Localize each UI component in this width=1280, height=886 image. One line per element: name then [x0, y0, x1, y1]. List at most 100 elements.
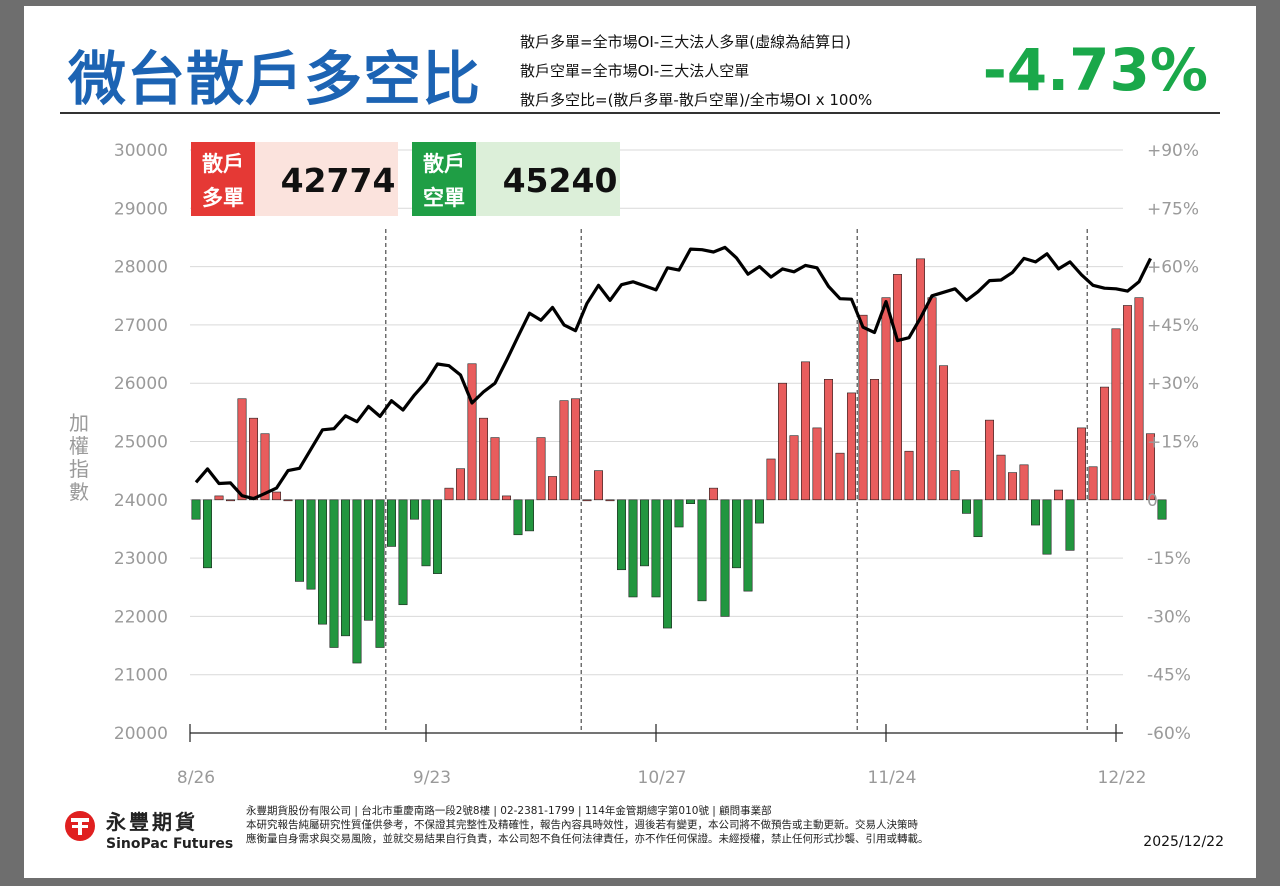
- y-axis-label-char: 指: [69, 457, 89, 481]
- position-boxes: 散戶 多單 42774 散戶 空單 45240: [191, 142, 620, 216]
- company-info: 永豐期貨股份有限公司 | 台北市重慶南路一段2號8樓 | 02-2381-179…: [246, 805, 772, 817]
- ratio-bar: [766, 458, 776, 501]
- ratio-bar: [777, 382, 787, 501]
- page-title: 微台散戶多空比: [68, 45, 482, 113]
- ratio-bar: [708, 487, 718, 501]
- ratio-bar: [1100, 386, 1110, 501]
- ratio-bar: [559, 400, 569, 501]
- ratio-bar: [1111, 328, 1121, 501]
- ratio-bar: [823, 379, 833, 501]
- ratio-bar: [363, 499, 373, 621]
- ratio-bar: [1007, 472, 1017, 501]
- ratio-bar: [927, 297, 937, 501]
- ratio-bar: [1031, 499, 1041, 526]
- long-label-line2: 多單: [202, 186, 244, 210]
- ratio-bar: [731, 499, 741, 569]
- y-tick-label: 25000: [114, 433, 168, 453]
- ratio-bar: [1065, 499, 1075, 551]
- ratio-bar: [306, 499, 316, 590]
- ratio-bar: [455, 468, 465, 501]
- ratio-bar: [800, 361, 810, 501]
- ratio-bar: [674, 499, 684, 528]
- ratio-bar: [329, 499, 339, 648]
- y-tick-labels: 20000 21000 22000 23000 24000 25000 26000 27000…: [114, 141, 168, 744]
- definitions: 散戶多單=全市場OI-三大法人多單(虛線為結算日) 散戶空單=全市場OI-三大法…: [520, 28, 872, 115]
- y-tick-label: 23000: [114, 549, 168, 569]
- y2-tick-label: +60%: [1147, 258, 1199, 278]
- ratio-bar: [697, 499, 707, 602]
- ratio-bar: [639, 499, 649, 567]
- ratio-bars: [191, 258, 1167, 664]
- y-tick-label: 20000: [114, 724, 168, 744]
- ratio-bar: [570, 398, 580, 501]
- ratio-bar: [375, 499, 385, 648]
- y-axis-label-char: 加: [69, 411, 89, 435]
- ratio-bar: [593, 470, 603, 501]
- ratio-bar: [191, 499, 201, 520]
- y-tick-label: 21000: [114, 666, 168, 686]
- ratio-bar: [1146, 433, 1156, 501]
- definition-long: 散戶多單=全市場OI-三大法人多單(虛線為結算日): [520, 33, 851, 51]
- short-value: 45240: [503, 161, 618, 200]
- ratio-bar: [662, 499, 672, 629]
- x-tick-label: 8/26: [177, 768, 215, 788]
- y2-tick-label: +15%: [1147, 433, 1199, 453]
- disclaimer: 永豐期貨股份有限公司 | 台北市重慶南路一段2號8樓 | 02-2381-179…: [246, 804, 1106, 846]
- ratio-bar: [812, 427, 822, 501]
- ratio-bar: [651, 499, 661, 598]
- x-tick-label: 12/22: [1098, 768, 1147, 788]
- ratio-bar: [996, 454, 1006, 501]
- ratio-bar: [271, 491, 281, 501]
- short-label-line2: 空單: [423, 186, 465, 210]
- short-value-box: [476, 142, 620, 216]
- ratio-bar: [226, 499, 236, 502]
- y-axis-label-char: 權: [69, 434, 89, 458]
- y-tick-label: 26000: [114, 374, 168, 394]
- x-tick-labels: 8/26 9/23 10/27 11/24 12/22: [177, 768, 1147, 788]
- report-date: 2025/12/22: [1143, 834, 1224, 850]
- y2-tick-label: +75%: [1147, 199, 1199, 219]
- disclaimer-line-1: 本研究報告純屬研究性質僅供參考，不保證其完整性及精確性，報告內容具時效性，週後若…: [246, 819, 918, 831]
- ratio-bar: [1157, 499, 1167, 520]
- ratio-bar: [892, 274, 902, 501]
- y-tick-label: 29000: [114, 199, 168, 219]
- footer: 永豐期貨 SinoPac Futures 永豐期貨股份有限公司 | 台北市重慶南…: [64, 802, 1224, 862]
- header-divider: [60, 112, 1220, 114]
- y-tick-label: 22000: [114, 607, 168, 627]
- ratio-bar: [961, 499, 971, 514]
- y2-tick-label: -60%: [1147, 724, 1191, 744]
- y-tick-label: 24000: [114, 491, 168, 511]
- ratio-bar: [444, 487, 454, 501]
- ratio-bar: [858, 314, 868, 501]
- ratio-bar: [582, 499, 592, 502]
- y2-tick-label: 0: [1147, 491, 1158, 511]
- long-label-box: [191, 142, 255, 216]
- ratio-bar: [628, 499, 638, 598]
- ratio-bar: [743, 499, 753, 592]
- x-tick-label: 11/24: [868, 768, 917, 788]
- ratio-bar: [1042, 499, 1052, 555]
- y-tick-label: 30000: [114, 141, 168, 161]
- ratio-bar: [513, 499, 523, 536]
- short-label-line1: 散戶: [423, 152, 465, 176]
- definition-short: 散戶空單=全市場OI-三大法人空單: [520, 62, 750, 80]
- ratio-bar: [938, 365, 948, 501]
- ratio-bar: [409, 499, 419, 520]
- disclaimer-line-2: 應衡量自身需求與交易風險，並就交易結果自行負責，本公司恕不負任何法律責任，亦不作…: [246, 833, 929, 845]
- ratio-bar: [973, 499, 983, 538]
- long-label-line1: 散戶: [202, 152, 244, 176]
- ratio-bar: [214, 495, 224, 501]
- ratio-bar: [249, 417, 259, 501]
- ratio-bar: [536, 437, 546, 501]
- y-tick-label: 27000: [114, 316, 168, 336]
- definition-ratio: 散戶多空比=(散戶多單-散戶空單)/全市場OI x 100%: [520, 91, 873, 109]
- ratio-bar: [386, 499, 396, 547]
- ratio-bar: [421, 499, 431, 567]
- ratio-bar: [616, 499, 626, 571]
- ratio-bar: [1077, 427, 1087, 501]
- y2-tick-label: -45%: [1147, 666, 1191, 686]
- ratio-bar: [881, 297, 891, 501]
- ratio-bar: [524, 499, 534, 532]
